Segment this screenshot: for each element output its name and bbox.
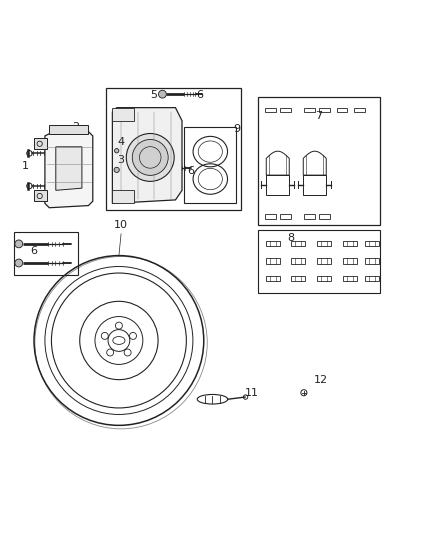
Bar xyxy=(113,190,134,204)
Bar xyxy=(317,241,331,246)
Circle shape xyxy=(126,133,174,181)
Bar xyxy=(113,108,134,120)
Circle shape xyxy=(15,240,23,248)
Bar xyxy=(266,241,280,246)
Bar xyxy=(265,108,276,112)
Text: 10: 10 xyxy=(114,220,128,230)
Bar xyxy=(34,190,47,201)
Bar xyxy=(317,276,331,281)
Bar xyxy=(49,125,88,134)
Text: 12: 12 xyxy=(314,375,328,385)
Polygon shape xyxy=(45,132,93,208)
Bar xyxy=(304,108,315,112)
Circle shape xyxy=(114,167,119,173)
Text: 6: 6 xyxy=(31,246,38,256)
Text: 11: 11 xyxy=(245,387,259,398)
Bar xyxy=(258,97,380,225)
Bar xyxy=(319,108,330,112)
Text: 2: 2 xyxy=(72,122,79,132)
Text: 1: 1 xyxy=(22,161,29,172)
Bar xyxy=(184,127,237,204)
Bar xyxy=(266,276,280,281)
Bar xyxy=(280,214,291,219)
Text: 3: 3 xyxy=(117,155,124,165)
Bar xyxy=(343,276,357,281)
Bar xyxy=(336,108,347,112)
Text: 7: 7 xyxy=(315,111,323,122)
Text: 5: 5 xyxy=(150,90,157,100)
Bar xyxy=(280,108,291,112)
Circle shape xyxy=(115,149,119,153)
Bar xyxy=(343,259,357,264)
Bar xyxy=(317,259,331,264)
Bar xyxy=(265,214,276,219)
Bar xyxy=(291,259,305,264)
Circle shape xyxy=(15,259,23,267)
Circle shape xyxy=(159,90,166,98)
Bar xyxy=(365,259,379,264)
Bar xyxy=(365,241,379,246)
Text: 4: 4 xyxy=(117,138,125,148)
Polygon shape xyxy=(56,147,82,190)
Polygon shape xyxy=(113,108,182,204)
Circle shape xyxy=(150,164,158,172)
Text: 6: 6 xyxy=(187,166,194,176)
Circle shape xyxy=(132,140,168,175)
Bar xyxy=(291,276,305,281)
Bar xyxy=(14,232,78,275)
Bar xyxy=(365,276,379,281)
Bar xyxy=(258,230,380,293)
Text: 8: 8 xyxy=(287,233,294,243)
Bar xyxy=(343,241,357,246)
Bar xyxy=(266,259,280,264)
Bar xyxy=(319,214,330,219)
Text: 9: 9 xyxy=(233,124,240,134)
Bar xyxy=(304,214,315,219)
Text: 6: 6 xyxy=(196,90,203,100)
Bar xyxy=(106,88,241,210)
Bar xyxy=(354,108,365,112)
Bar xyxy=(34,138,47,149)
Bar xyxy=(291,241,305,246)
